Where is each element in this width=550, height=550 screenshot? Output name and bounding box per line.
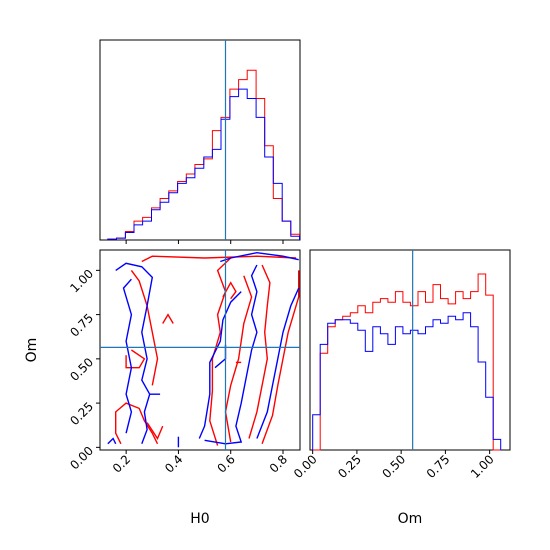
- contour-frame: [99, 249, 301, 451]
- blue-contour-6: [204, 264, 258, 445]
- red-contour-3: [141, 255, 297, 263]
- h0-hist-red: [107, 69, 300, 240]
- om-hist-red: [312, 273, 501, 451]
- red-contour-11: [146, 422, 164, 440]
- red-contour-9: [162, 313, 174, 324]
- h0-histogram-frame: [99, 39, 301, 241]
- h0-tick-label-2: 0.6: [214, 452, 237, 475]
- blue-contour-2: [122, 278, 133, 434]
- om-axis-label: Om: [398, 511, 423, 527]
- om-hist-blue: [312, 312, 502, 450]
- blue-contour-8: [220, 251, 299, 263]
- red-contour-2: [130, 269, 159, 386]
- om-histogram-panel: 0.00 0.25 0.50 0.75 1.00: [291, 249, 511, 481]
- red-contour-6: [248, 264, 271, 439]
- h0-om-contour-panel: 0.2 0.4 0.6 0.8 0.00 0.25 0.50 0.75 1.00: [67, 249, 301, 476]
- h0-axis-label: H0: [190, 511, 209, 527]
- blue-contour-7: [256, 287, 300, 439]
- red-contour-4: [209, 257, 232, 446]
- h0-tick-label-3: 0.8: [267, 452, 290, 475]
- om-xtick-label-3: 0.75: [424, 452, 453, 481]
- blue-contour-3: [141, 393, 151, 445]
- om-ytick-label-3: 0.75: [67, 311, 96, 340]
- om-ytick-label-2: 0.50: [67, 355, 96, 384]
- h0-histogram-panel: [99, 39, 301, 244]
- blue-contour-5: [198, 291, 242, 439]
- om-ytick-label-0: 0.00: [67, 444, 96, 473]
- om-xtick-label-1: 0.25: [335, 452, 364, 481]
- h0-hist-blue: [107, 88, 300, 240]
- red-contour-7: [261, 270, 300, 445]
- om-histogram-frame: [309, 249, 511, 451]
- h0-tick-label-0: 0.2: [110, 452, 133, 475]
- red-contour-8: [222, 281, 237, 300]
- om-ytick-label-1: 0.25: [67, 399, 96, 428]
- om-ytick-label-4: 1.00: [67, 267, 96, 296]
- om-y-axis-label: Om: [24, 338, 40, 363]
- om-xtick-label-2: 0.50: [379, 452, 408, 481]
- red-contour-1: [125, 349, 146, 369]
- h0-tick-label-1: 0.4: [162, 452, 185, 475]
- om-xtick-label-0: 0.00: [291, 452, 320, 481]
- blue-contour-0: [107, 437, 117, 445]
- red-contour-0: [115, 402, 159, 445]
- om-xtick-label-4: 1.00: [468, 452, 497, 481]
- blue-contour-1: [115, 262, 161, 395]
